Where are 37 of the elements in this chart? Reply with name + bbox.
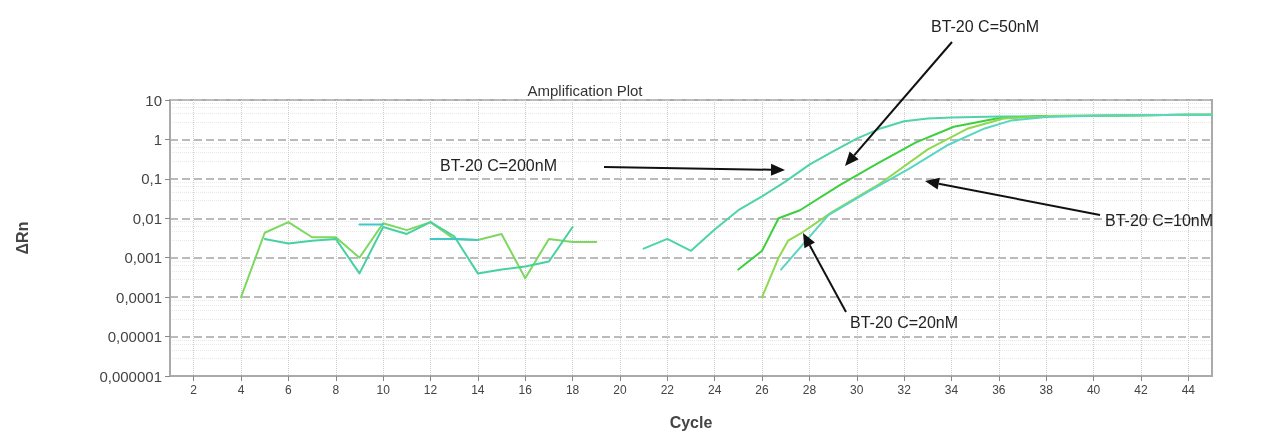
y-tick-label: 0,1 [141, 170, 162, 188]
y-tick-label: 0,0001 [116, 288, 162, 306]
annotation: BT-20 C=200nM [440, 157, 557, 174]
x-tick-label: 8 [332, 383, 340, 397]
y-tick-label: 0,001 [124, 249, 162, 267]
x-tick-label: 16 [518, 383, 533, 397]
y-tick-label: 0,000001 [99, 367, 162, 385]
x-tick-label: 30 [850, 383, 864, 397]
x-tick-label: 6 [285, 383, 293, 397]
x-tick-label: 12 [423, 383, 438, 397]
annotation: BT-20 C=20nM [850, 314, 959, 331]
text: BT-20 C=50nM [930, 18, 1040, 35]
y-axis-title: ΔRn [13, 221, 31, 255]
x-tick-label: 44 [1181, 383, 1196, 397]
x-tick-label: 22 [660, 383, 675, 397]
x-tick-label: 24 [708, 383, 722, 397]
annotation: BT-20 C=10nM [1105, 212, 1214, 229]
x-tick-label: 26 [755, 383, 770, 397]
x-tick-label: 14 [471, 383, 485, 397]
x-tick-label: 20 [613, 383, 627, 397]
x-tick-label: 10 [376, 383, 391, 397]
y-tick-label: 1 [153, 130, 162, 148]
x-tick-label: 4 [237, 383, 245, 397]
x-tick-label: 34 [944, 383, 959, 397]
x-tick-label: 32 [897, 383, 912, 397]
x-tick-label: 36 [992, 383, 1006, 397]
y-tick-label: 10 [145, 91, 162, 109]
y-tick-label: 0,00001 [107, 328, 162, 346]
x-axis-title: Cycle [669, 413, 713, 431]
x-tick-label: 18 [565, 383, 580, 397]
x-tick-label: 2 [190, 383, 198, 397]
x-tick-label: 42 [1134, 383, 1148, 397]
y-tick-label: 0,01 [132, 209, 162, 227]
x-tick-label: 38 [1039, 383, 1054, 397]
x-tick-label: 40 [1086, 383, 1101, 397]
x-tick-label: 28 [802, 383, 817, 397]
chart-title: Amplification Plot [527, 82, 644, 99]
